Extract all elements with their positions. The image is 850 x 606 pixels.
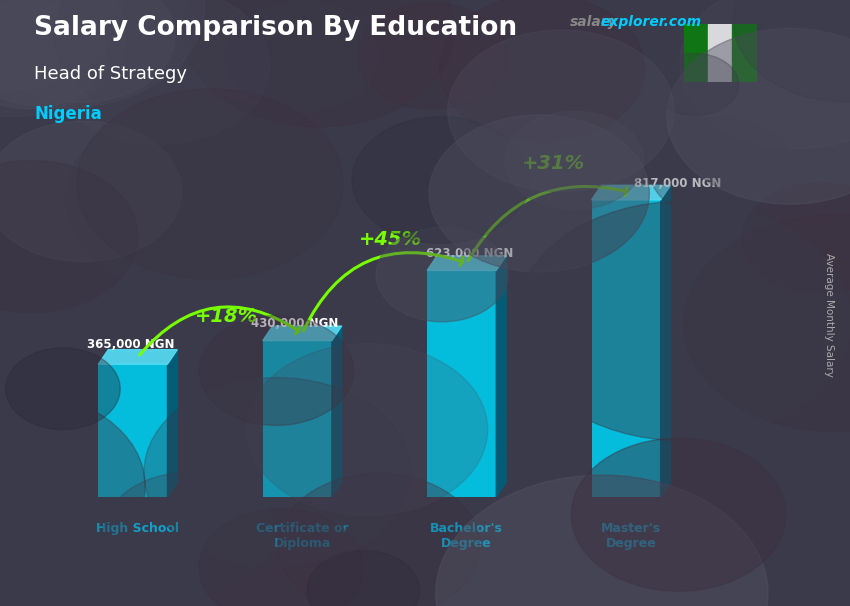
Circle shape bbox=[358, 3, 507, 109]
Text: Master's
Degree: Master's Degree bbox=[601, 522, 661, 550]
Circle shape bbox=[200, 316, 354, 425]
Circle shape bbox=[743, 183, 850, 293]
Text: Head of Strategy: Head of Strategy bbox=[34, 65, 187, 83]
Polygon shape bbox=[263, 326, 342, 341]
Circle shape bbox=[225, 1, 380, 112]
Text: explorer.com: explorer.com bbox=[600, 15, 701, 29]
Text: Certificate or
Diploma: Certificate or Diploma bbox=[256, 522, 348, 550]
Text: Average Monthly Salary: Average Monthly Salary bbox=[824, 253, 834, 377]
Circle shape bbox=[352, 116, 530, 244]
Polygon shape bbox=[496, 256, 506, 497]
Text: 623,000 NGN: 623,000 NGN bbox=[426, 247, 513, 260]
Circle shape bbox=[652, 53, 739, 115]
Circle shape bbox=[683, 215, 850, 431]
Text: Salary Comparison By Education: Salary Comparison By Education bbox=[34, 15, 517, 41]
Circle shape bbox=[6, 348, 120, 430]
Text: +31%: +31% bbox=[522, 154, 586, 173]
Bar bbox=[99, 364, 167, 497]
Circle shape bbox=[429, 115, 649, 272]
Circle shape bbox=[448, 30, 674, 191]
Circle shape bbox=[278, 473, 480, 606]
Text: High School: High School bbox=[96, 522, 179, 534]
Bar bbox=[428, 270, 496, 497]
Circle shape bbox=[246, 344, 488, 516]
Circle shape bbox=[505, 111, 643, 210]
Circle shape bbox=[66, 99, 345, 298]
Text: +18%: +18% bbox=[195, 307, 258, 327]
Text: 430,000 NGN: 430,000 NGN bbox=[252, 317, 338, 330]
Polygon shape bbox=[428, 256, 506, 270]
Text: 365,000 NGN: 365,000 NGN bbox=[87, 339, 174, 351]
Text: salary: salary bbox=[570, 15, 617, 29]
Circle shape bbox=[376, 228, 508, 322]
Circle shape bbox=[667, 28, 850, 204]
Text: Nigeria: Nigeria bbox=[34, 105, 102, 124]
Circle shape bbox=[436, 475, 768, 606]
Circle shape bbox=[76, 89, 343, 279]
Circle shape bbox=[199, 509, 364, 606]
Circle shape bbox=[439, 0, 644, 142]
Text: 817,000 NGN: 817,000 NGN bbox=[634, 177, 722, 190]
Circle shape bbox=[0, 0, 175, 102]
Polygon shape bbox=[592, 185, 671, 200]
Circle shape bbox=[680, 0, 850, 148]
Circle shape bbox=[774, 427, 850, 504]
Polygon shape bbox=[660, 185, 671, 497]
Circle shape bbox=[307, 550, 420, 606]
Circle shape bbox=[0, 390, 145, 581]
Circle shape bbox=[0, 1, 105, 108]
Circle shape bbox=[183, 0, 454, 127]
Circle shape bbox=[515, 201, 850, 441]
Circle shape bbox=[0, 161, 138, 313]
Polygon shape bbox=[99, 350, 178, 364]
Circle shape bbox=[54, 0, 292, 119]
Bar bbox=[592, 200, 660, 497]
Circle shape bbox=[734, 0, 850, 102]
Polygon shape bbox=[167, 350, 178, 497]
Bar bbox=[733, 24, 757, 82]
Bar bbox=[263, 341, 332, 497]
Circle shape bbox=[0, 0, 126, 116]
Text: +45%: +45% bbox=[359, 230, 422, 249]
Circle shape bbox=[0, 0, 204, 108]
Circle shape bbox=[0, 0, 122, 91]
Text: Bachelor's
Degree: Bachelor's Degree bbox=[430, 522, 503, 550]
Circle shape bbox=[103, 472, 275, 594]
Circle shape bbox=[649, 117, 794, 221]
Circle shape bbox=[571, 438, 786, 591]
Circle shape bbox=[144, 378, 411, 567]
Polygon shape bbox=[332, 326, 342, 497]
Bar bbox=[684, 24, 708, 82]
Bar bbox=[708, 24, 733, 82]
Circle shape bbox=[0, 121, 182, 262]
Circle shape bbox=[48, 0, 269, 144]
